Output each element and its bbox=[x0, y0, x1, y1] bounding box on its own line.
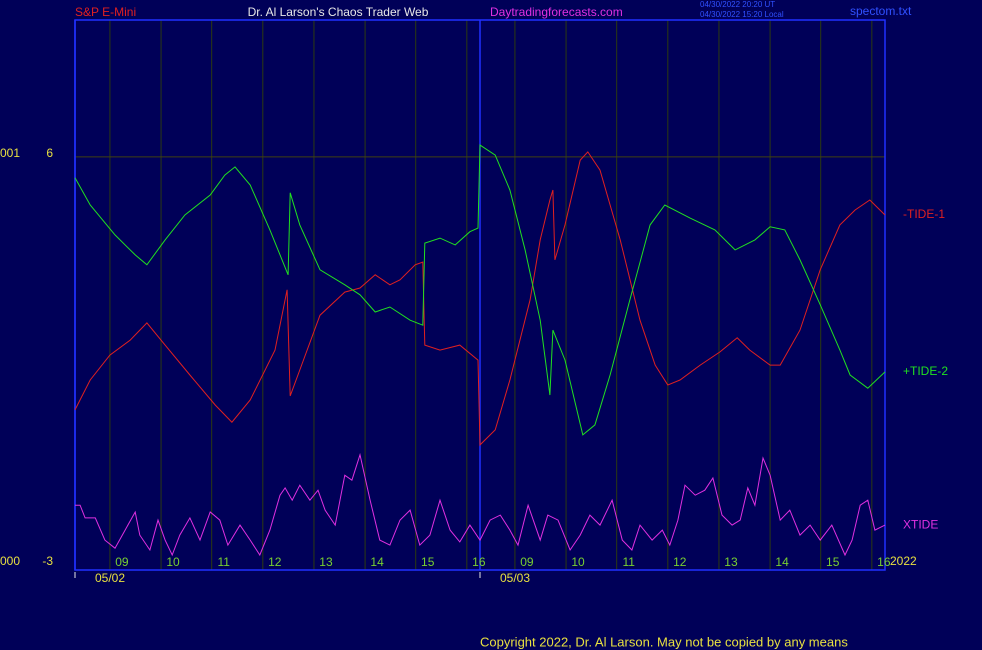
x-tick-label: 11 bbox=[217, 555, 230, 569]
series-label: XTIDE bbox=[903, 517, 938, 531]
stamp-local: 04/30/2022 15:20 Local bbox=[700, 10, 784, 19]
header-site: Daytradingforecasts.com bbox=[490, 5, 623, 19]
x-tick-label: 09 bbox=[520, 555, 534, 569]
series-line bbox=[74, 151, 886, 447]
x-tick-label: 16 bbox=[877, 555, 891, 569]
y-prefix-label: 000 bbox=[0, 554, 20, 568]
x-tick-label: 10 bbox=[571, 555, 585, 569]
x-tick-label: 14 bbox=[775, 555, 789, 569]
series-line bbox=[74, 144, 886, 436]
x-tick-label: 16 bbox=[472, 555, 486, 569]
file-name: spectom.txt bbox=[850, 4, 912, 18]
y-prefix-label: 001 bbox=[0, 146, 20, 160]
series-label: -TIDE-1 bbox=[903, 207, 945, 221]
header-center: Dr. Al Larson's Chaos Trader Web bbox=[248, 5, 429, 19]
series-line bbox=[75, 452, 886, 557]
header-left: S&P E-Mini bbox=[75, 5, 136, 19]
series-label: +TIDE-2 bbox=[903, 364, 948, 378]
y-tick-label: 6 bbox=[46, 146, 53, 160]
x-tick-label: 12 bbox=[673, 555, 687, 569]
x-tick-label: 10 bbox=[166, 555, 180, 569]
x-tick-label: 15 bbox=[826, 555, 840, 569]
y-tick-label: -3 bbox=[42, 554, 53, 568]
date-label: 05/02 bbox=[95, 571, 125, 585]
x-tick-label: 09 bbox=[115, 555, 129, 569]
x-tick-label: 13 bbox=[319, 555, 333, 569]
year-label: 2022 bbox=[890, 554, 917, 568]
date-label: 05/03 bbox=[500, 571, 530, 585]
x-tick-label: 13 bbox=[724, 555, 738, 569]
x-tick-label: 11 bbox=[622, 555, 635, 569]
copyright: Copyright 2022, Dr. Al Larson. May not b… bbox=[480, 634, 848, 649]
plot bbox=[74, 144, 886, 557]
stamp-ut: 04/30/2022 20:20 UT bbox=[700, 0, 775, 9]
x-tick-label: 14 bbox=[370, 555, 384, 569]
x-tick-label: 15 bbox=[421, 555, 435, 569]
x-tick-label: 12 bbox=[268, 555, 282, 569]
